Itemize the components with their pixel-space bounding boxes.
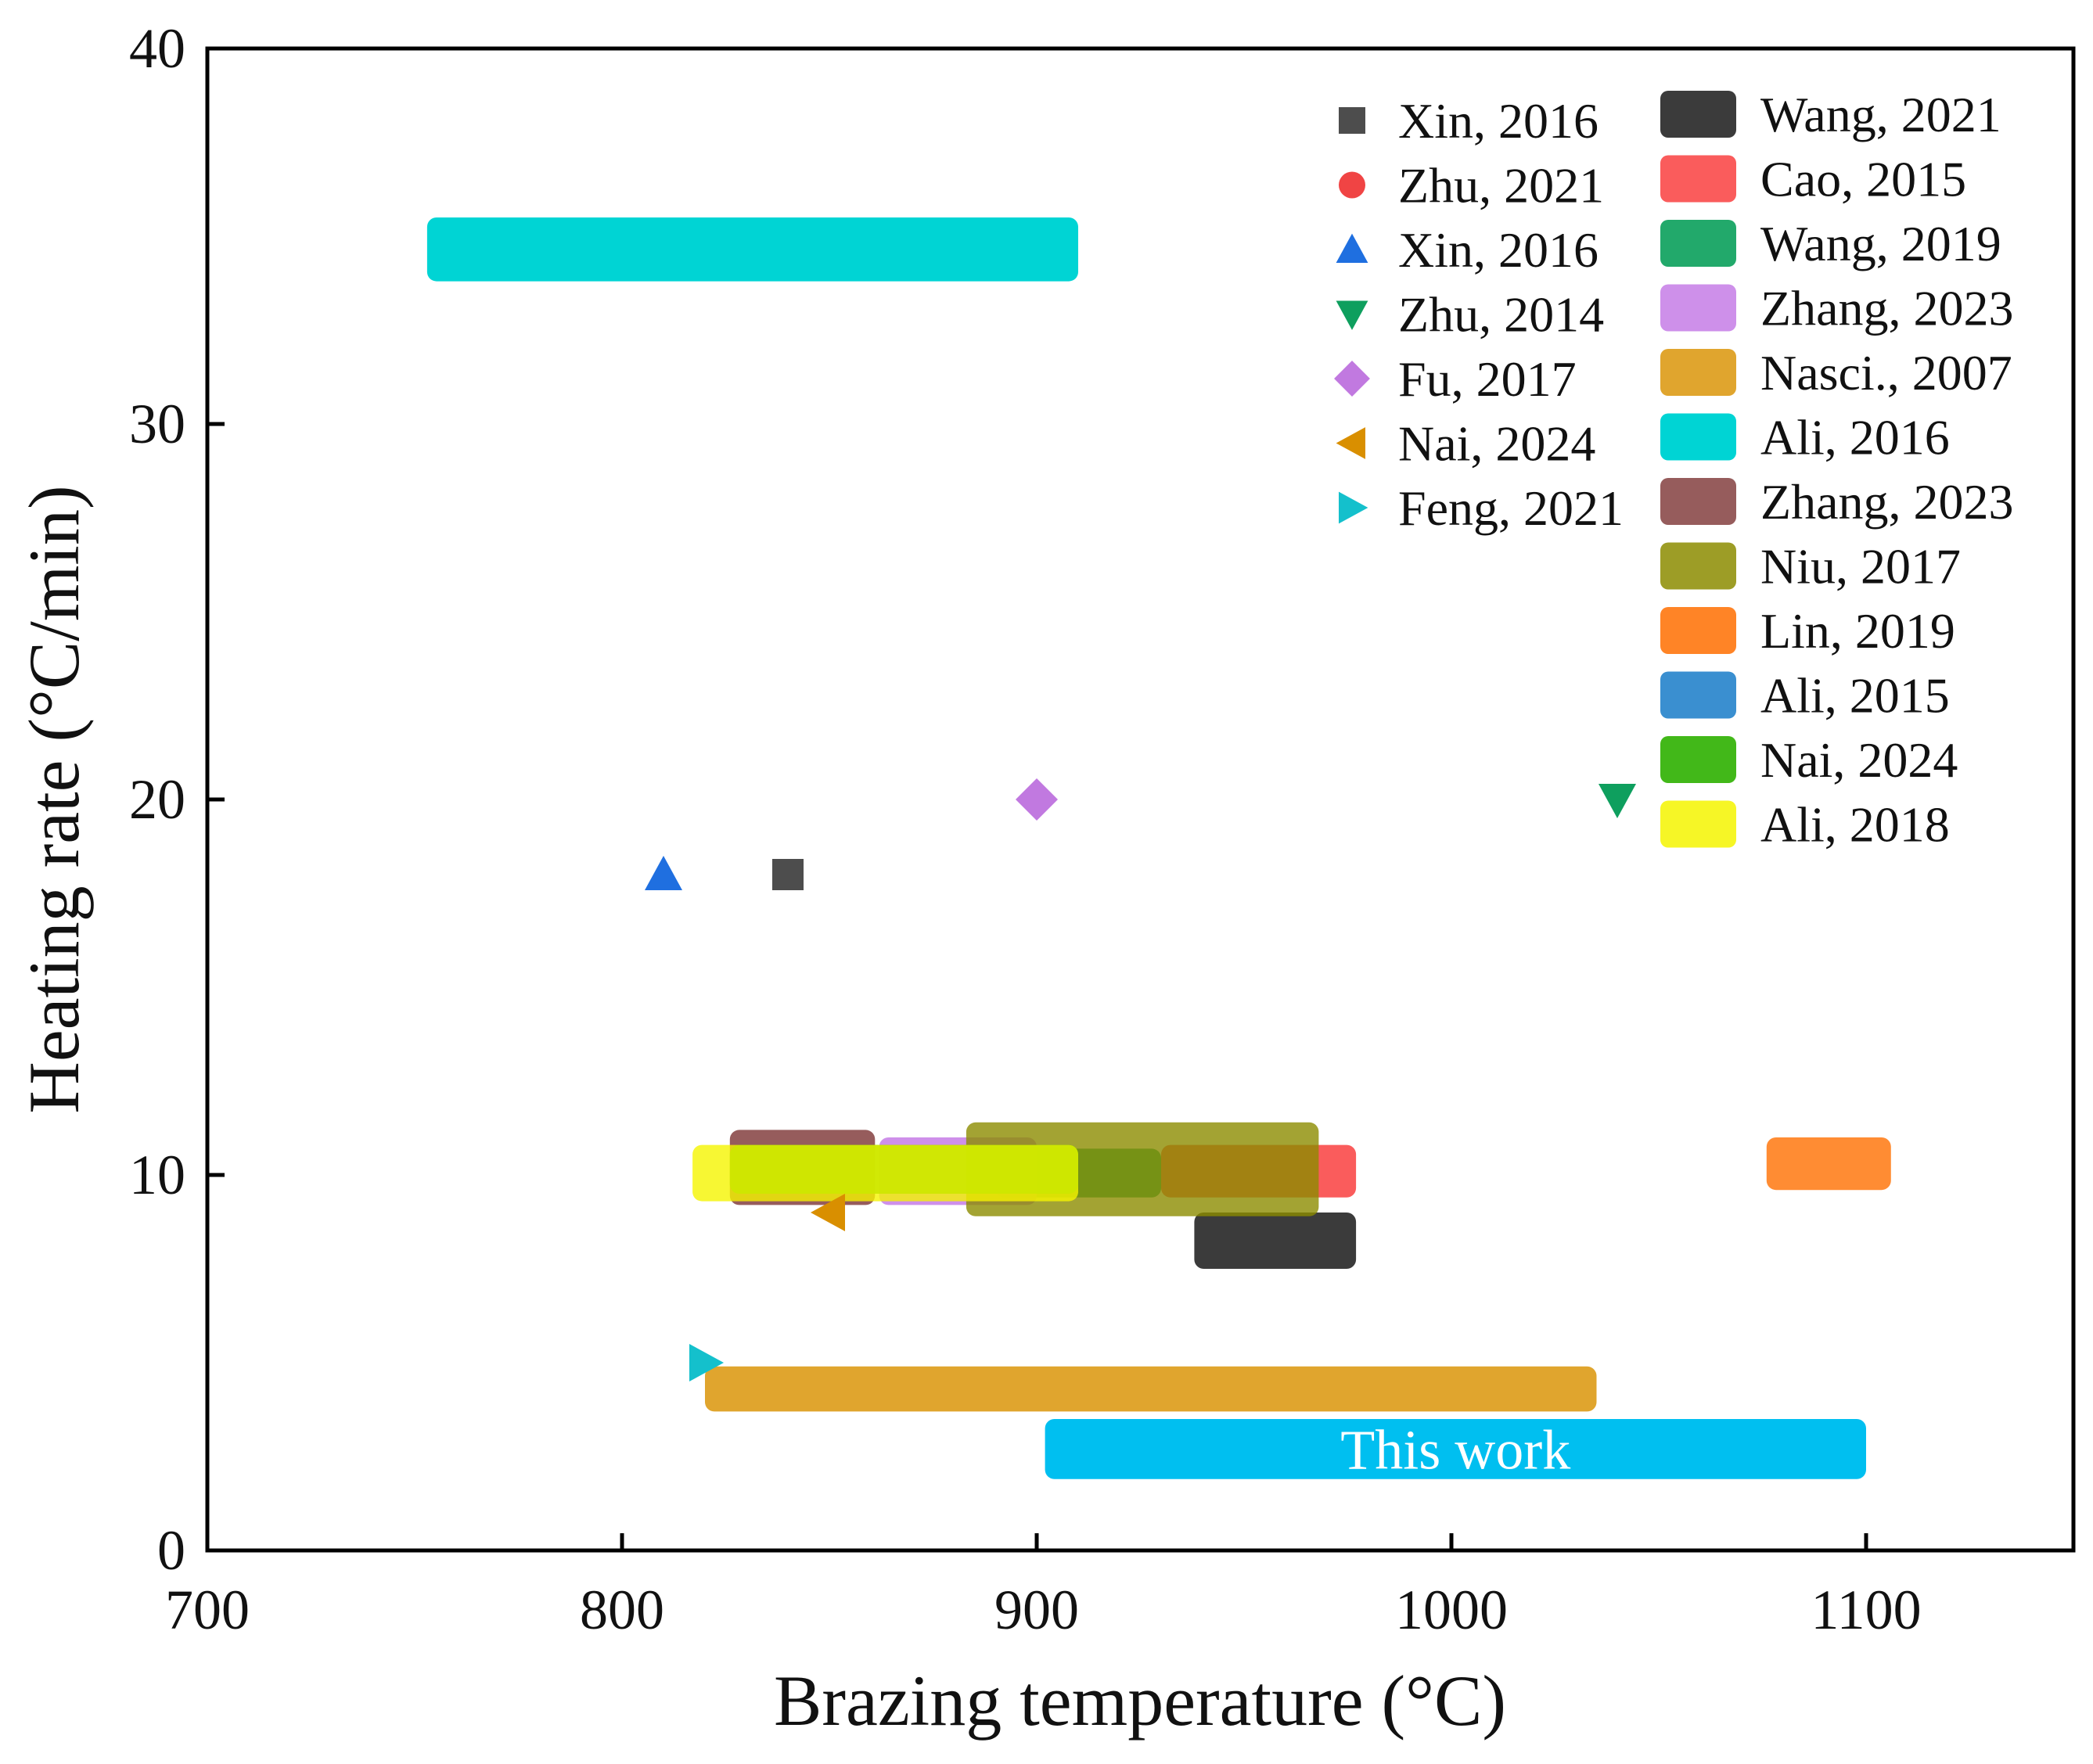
- legend-label: Ali, 2016: [1760, 410, 1950, 465]
- legend-marker: [1339, 107, 1365, 134]
- legend-label: Ali, 2018: [1760, 797, 1950, 853]
- y-tick-label: 10: [129, 1144, 185, 1206]
- legend-label: Zhang, 2023: [1760, 474, 2014, 530]
- legend: Xin, 2016 Zhu, 2021 Xin, 2016 Zhu, 2014 Fu, …: [1334, 87, 2014, 853]
- range-bar: [1194, 1213, 1357, 1269]
- data-point: [811, 1194, 845, 1231]
- legend-label: Niu, 2017: [1760, 539, 1961, 595]
- data-point: [1016, 778, 1058, 821]
- legend-label: Cao, 2015: [1760, 152, 1966, 207]
- legend-swatch: [1660, 800, 1736, 848]
- legend-swatch: [1660, 155, 1736, 203]
- range-bar: [426, 217, 1078, 282]
- legend-swatch: [1660, 607, 1736, 654]
- legend-marker: [1339, 171, 1365, 199]
- legend-label: Xin, 2016: [1398, 93, 1599, 149]
- legend-swatch: [1660, 542, 1736, 590]
- x-tick-label: 700: [165, 1579, 250, 1641]
- x-tick-label: 1100: [1811, 1579, 1921, 1641]
- legend-label: Wang, 2019: [1760, 216, 2001, 271]
- legend-label: Fu, 2017: [1398, 351, 1577, 407]
- range-bar: [1766, 1137, 1891, 1191]
- point-markers: [645, 778, 1636, 1381]
- legend-label: Zhu, 2021: [1398, 158, 1604, 214]
- legend-marker: [1336, 427, 1365, 459]
- x-tick-label: 1000: [1395, 1579, 1508, 1641]
- legend-swatch: [1660, 671, 1736, 719]
- legend-swatch: [1660, 91, 1736, 138]
- legend-label: Feng, 2021: [1398, 480, 1624, 536]
- range-bar: [1045, 1419, 1866, 1479]
- range-bar-label: This work: [1340, 1418, 1570, 1481]
- legend-swatch: [1660, 478, 1736, 525]
- legend-label: Ali, 2015: [1760, 668, 1950, 724]
- range-bars: This work: [426, 217, 1891, 1481]
- legend-marker: [1336, 233, 1368, 263]
- x-tick-label: 900: [994, 1579, 1079, 1641]
- y-tick-label: 0: [157, 1519, 185, 1582]
- legend-label: Nai, 2024: [1760, 732, 1958, 788]
- legend-label: Nai, 2024: [1398, 416, 1595, 472]
- y-tick-label: 30: [129, 393, 185, 455]
- legend-swatch: [1660, 736, 1736, 783]
- legend-label: Lin, 2019: [1760, 603, 1955, 659]
- legend-label: Zhang, 2023: [1760, 281, 2014, 336]
- legend-marker: [1339, 491, 1368, 524]
- data-point: [689, 1344, 724, 1381]
- y-tick-label: 20: [129, 768, 185, 831]
- range-bar: [705, 1366, 1597, 1412]
- y-tick-label: 40: [129, 17, 185, 80]
- data-point: [772, 859, 804, 890]
- legend-label: Nasci., 2007: [1760, 345, 2012, 401]
- legend-swatch: [1660, 284, 1736, 332]
- legend-label: Wang, 2021: [1760, 87, 2001, 142]
- x-axis-title: Brazing temperature (°C): [774, 1661, 1506, 1741]
- y-axis-title: Heating rate (°C/min): [14, 485, 94, 1113]
- legend-swatch: [1660, 220, 1736, 267]
- data-point: [645, 856, 682, 890]
- ticks: 700 800 900 1000 1100 0 10 20 30 40: [129, 17, 1922, 1641]
- legend-marker: [1334, 361, 1370, 397]
- legend-marker: [1336, 300, 1368, 330]
- legend-swatch: [1660, 413, 1736, 461]
- legend-label: Xin, 2016: [1398, 222, 1599, 278]
- range-bar: [692, 1144, 1078, 1202]
- data-point: [1599, 784, 1636, 818]
- legend-swatch: [1660, 349, 1736, 396]
- x-tick-label: 800: [580, 1579, 664, 1641]
- legend-label: Zhu, 2014: [1398, 287, 1604, 343]
